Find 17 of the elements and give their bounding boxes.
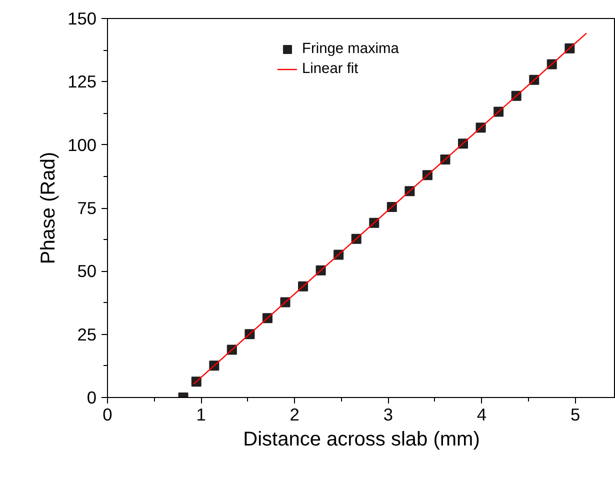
y-tick-label: 75 (77, 198, 97, 218)
x-tick-label: 3 (383, 404, 393, 424)
y-tick-label: 150 (68, 8, 97, 28)
y-tick-label: 125 (68, 72, 97, 92)
legend-label: Fringe maxima (302, 41, 399, 57)
x-axis-title: Distance across slab (mm) (243, 428, 480, 450)
legend-label: Linear fit (302, 61, 358, 77)
y-tick-label: 25 (77, 324, 97, 344)
y-axis-title: Phase (Rad) (38, 152, 60, 264)
y-tick-label: 100 (68, 134, 97, 155)
x-tick-label: 0 (102, 404, 112, 424)
y-tick-label: 0 (86, 388, 97, 408)
y-tick-label: 50 (77, 261, 97, 282)
x-tick-label: 2 (290, 404, 300, 424)
x-tick-label: 4 (476, 404, 487, 424)
x-tick-label: 1 (196, 404, 206, 424)
x-tick-label: 5 (570, 404, 580, 424)
